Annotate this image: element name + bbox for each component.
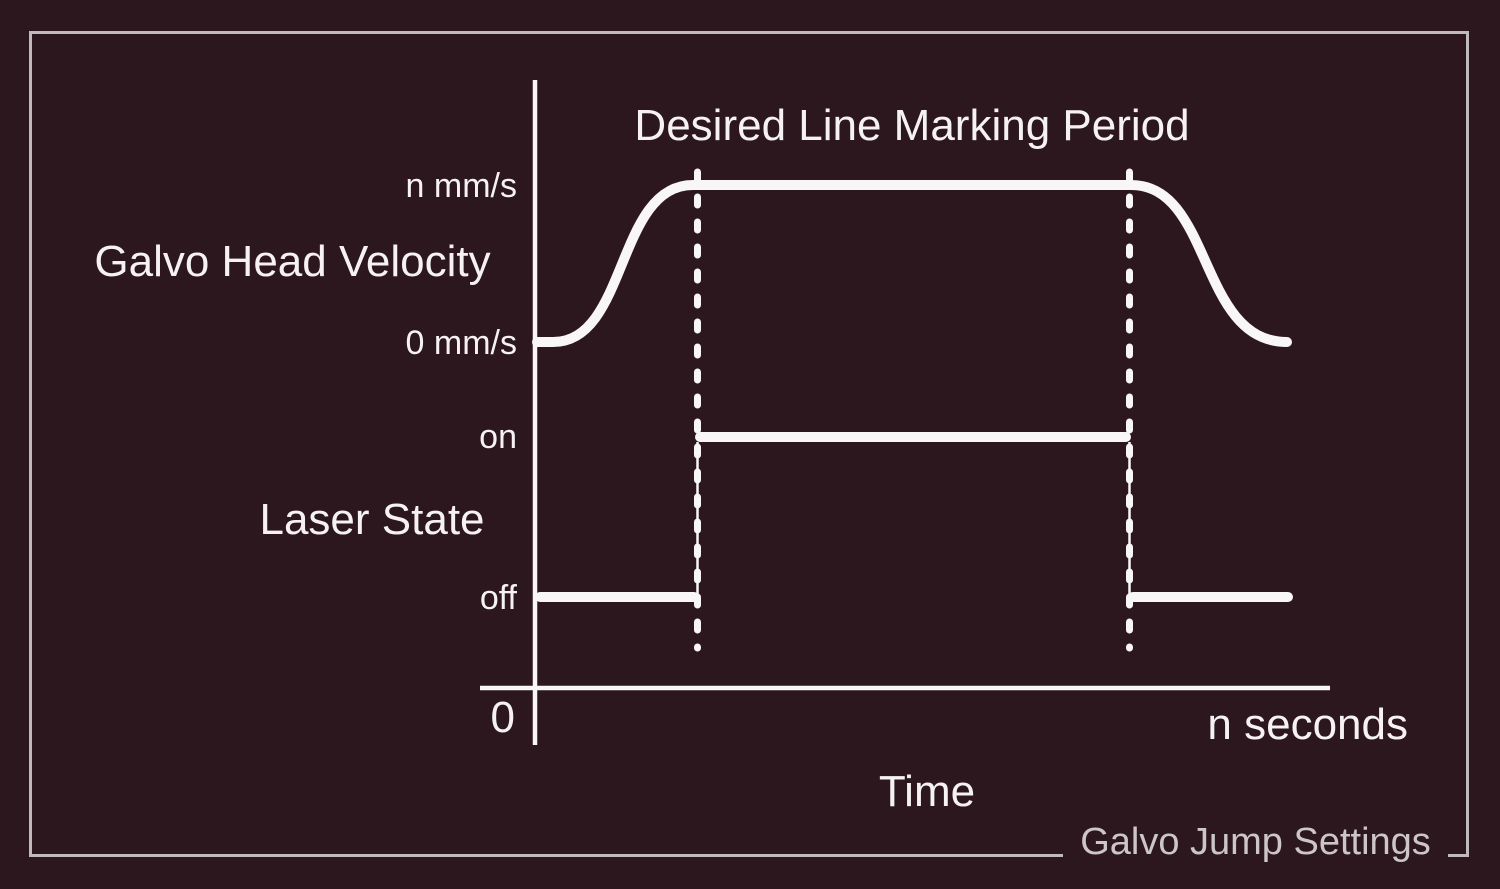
figure-caption: Galvo Jump Settings xyxy=(1080,821,1431,863)
laser-axis-label: Laser State xyxy=(259,495,485,544)
x-axis-end-tick-label: n seconds xyxy=(1207,700,1408,749)
velocity-axis-label: Galvo Head Velocity xyxy=(94,237,491,286)
velocity-zero-tick-label: 0 mm/s xyxy=(405,324,517,362)
laser-off-tick-label: off xyxy=(479,579,517,617)
x-axis-origin-tick-label: 0 xyxy=(490,693,515,742)
x-axis-label: Time xyxy=(878,767,976,816)
velocity-curve xyxy=(532,180,1292,347)
chart-title: Desired Line Marking Period xyxy=(634,101,1190,150)
frame-caption-gap xyxy=(1063,847,1448,863)
velocity-max-tick-label: n mm/s xyxy=(405,167,517,205)
figure-frame-border xyxy=(29,31,1469,857)
laser-on-tick-label: on xyxy=(479,418,517,456)
